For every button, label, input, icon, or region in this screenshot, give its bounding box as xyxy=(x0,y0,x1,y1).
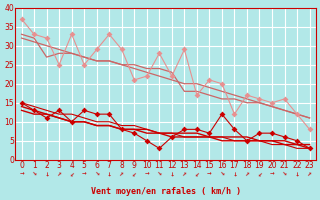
Text: →: → xyxy=(131,170,138,176)
Text: →: → xyxy=(207,171,212,176)
Text: →: → xyxy=(56,170,62,176)
Text: →: → xyxy=(156,170,163,176)
Text: →: → xyxy=(68,170,75,176)
Text: →: → xyxy=(181,170,188,176)
Text: →: → xyxy=(294,171,300,175)
Text: →: → xyxy=(281,170,288,176)
Text: →: → xyxy=(31,170,37,176)
Text: →: → xyxy=(232,171,237,175)
Text: →: → xyxy=(194,170,200,176)
Text: →: → xyxy=(270,171,274,176)
Text: →: → xyxy=(19,171,24,176)
Text: →: → xyxy=(93,170,100,176)
Text: →: → xyxy=(244,170,250,176)
X-axis label: Vent moyen/en rafales ( km/h ): Vent moyen/en rafales ( km/h ) xyxy=(91,187,241,196)
Text: →: → xyxy=(107,171,112,175)
Text: →: → xyxy=(169,171,174,175)
Text: →: → xyxy=(144,171,149,176)
Text: →: → xyxy=(219,170,225,176)
Text: →: → xyxy=(82,171,86,176)
Text: →: → xyxy=(118,170,125,176)
Text: →: → xyxy=(256,170,263,176)
Text: →: → xyxy=(306,170,313,176)
Text: →: → xyxy=(44,171,49,175)
